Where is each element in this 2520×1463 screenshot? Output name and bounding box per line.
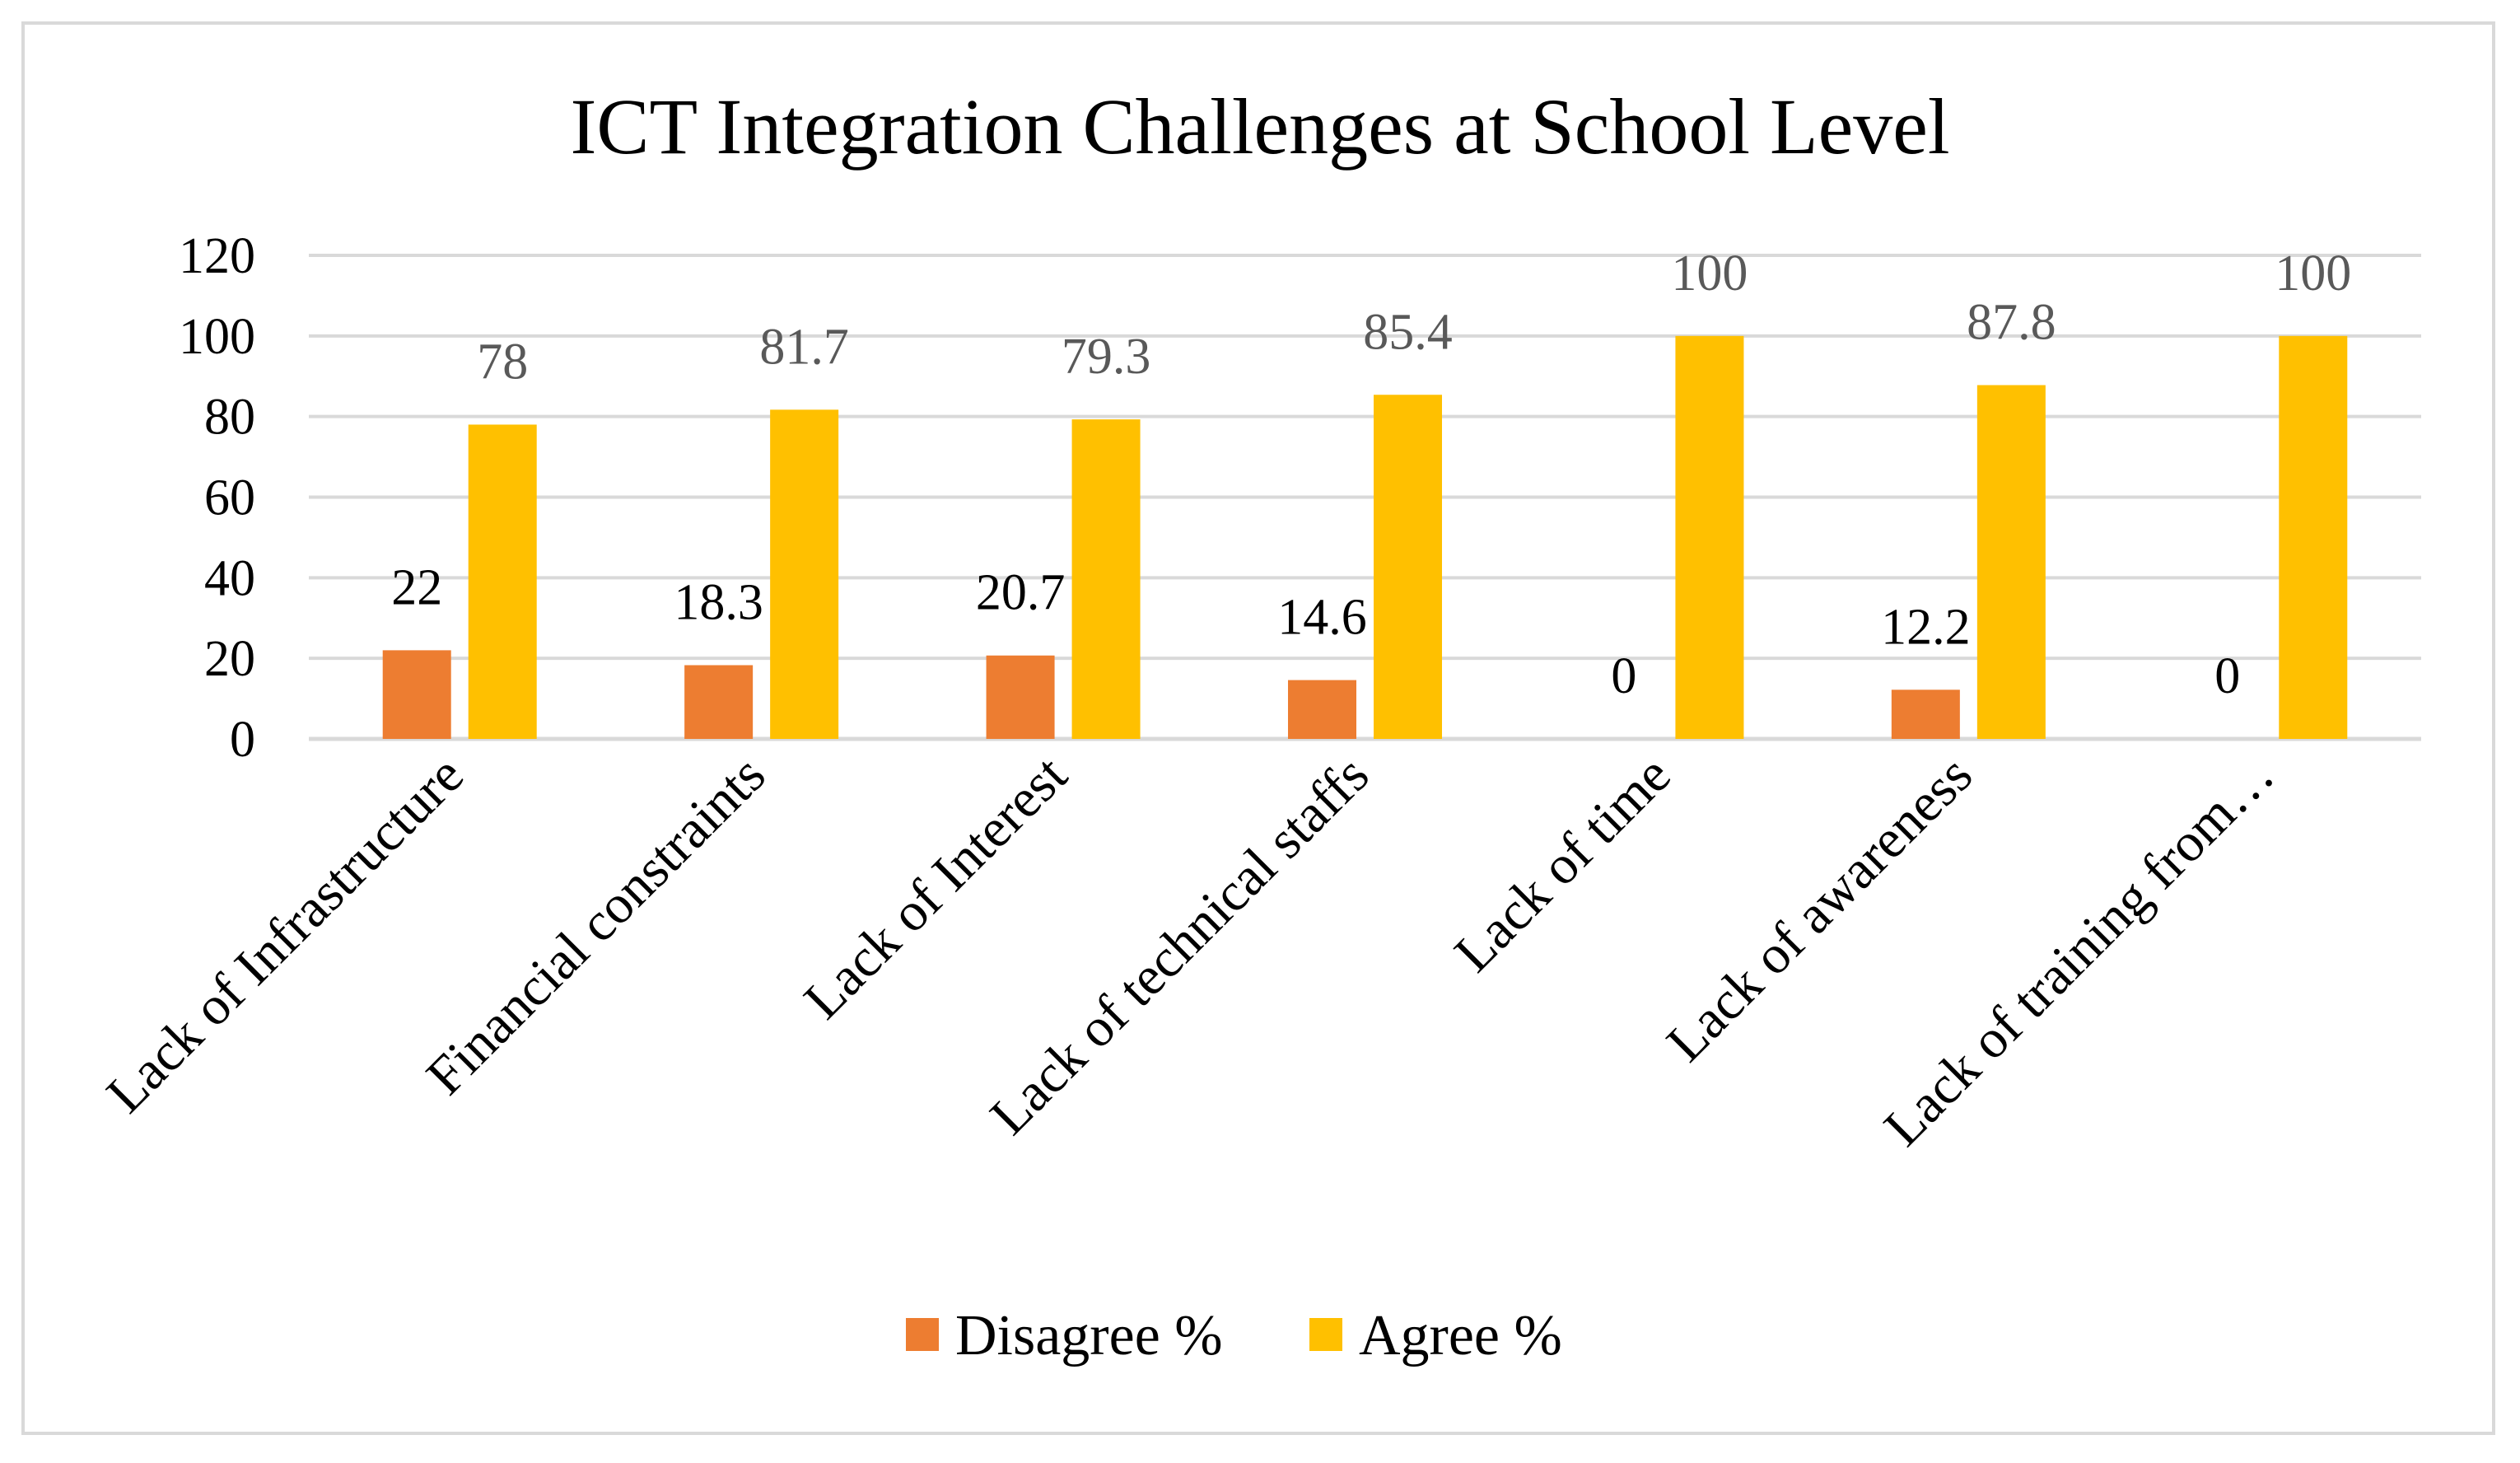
bar-agree-lack-of-awareness	[1976, 385, 2046, 739]
legend-label-disagree: Disagree %	[955, 1304, 1223, 1367]
bar-agree-lack-of-training-from	[2279, 335, 2348, 739]
x-category-label: Lack of time	[1443, 745, 1682, 984]
data-label-agree-lack-of-training-from: 100	[2275, 245, 2351, 301]
bar-agree-financial-constraints	[770, 409, 839, 739]
y-tick-label: 20	[204, 631, 255, 687]
data-label-agree-lack-of-technical-staffs: 85.4	[1363, 304, 1453, 360]
bars	[382, 335, 2348, 739]
x-category-label: Financial constraints	[415, 745, 777, 1106]
data-label-agree-lack-of-time: 100	[1671, 245, 1748, 301]
bar-disagree-financial-constraints	[684, 665, 754, 739]
y-tick-label: 60	[204, 470, 255, 526]
y-tick-label: 0	[230, 712, 255, 768]
bar-disagree-lack-of-infrastructure	[382, 650, 451, 739]
chart-title: ICT Integration Challenges at School Lev…	[570, 82, 1949, 171]
x-category-label: Lack of Interest	[793, 745, 1079, 1031]
y-axis-ticks: 0 20 40 60 80 100 120	[179, 228, 255, 768]
legend-label-agree: Agree %	[1359, 1304, 1562, 1367]
bar-disagree-lack-of-technical-staffs	[1288, 680, 1356, 739]
data-label-disagree-lack-of-training-from: 0	[2214, 648, 2240, 704]
y-tick-label: 80	[204, 390, 255, 446]
bar-agree-lack-of-technical-staffs	[1374, 395, 1442, 739]
data-label-disagree-lack-of-interest: 20.7	[976, 565, 1066, 621]
gridlines	[309, 254, 2421, 741]
x-category-label: Lack of awareness	[1655, 745, 1984, 1073]
legend-swatch-disagree	[906, 1318, 939, 1351]
bar-disagree-lack-of-awareness	[1891, 689, 1960, 739]
data-label-disagree-lack-of-technical-staffs: 14.6	[1277, 590, 1367, 646]
legend-swatch-agree	[1309, 1318, 1342, 1351]
data-label-disagree-lack-of-infrastructure: 22	[391, 559, 442, 615]
data-labels: 22 78 18.3 81.7 20.7 79.3 14.6 85.4 0 100 12.2 87.8…	[391, 245, 2351, 704]
data-label-agree-lack-of-infrastructure: 78	[477, 334, 528, 390]
y-tick-label: 40	[204, 550, 255, 606]
data-label-disagree-financial-constraints: 18.3	[674, 574, 763, 630]
bar-agree-lack-of-time	[1675, 335, 1744, 739]
bar-agree-lack-of-interest	[1071, 419, 1141, 739]
data-label-agree-lack-of-awareness: 87.8	[1967, 295, 2056, 351]
y-tick-label: 100	[179, 309, 255, 365]
data-label-agree-lack-of-interest: 79.3	[1062, 329, 1151, 385]
data-label-agree-financial-constraints: 81.7	[759, 319, 849, 375]
data-label-disagree-lack-of-awareness: 12.2	[1881, 599, 1971, 655]
y-tick-label: 120	[179, 228, 255, 284]
bar-agree-lack-of-infrastructure	[468, 424, 537, 739]
bar-disagree-lack-of-interest	[986, 655, 1055, 739]
legend: Disagree % Agree %	[906, 1304, 1562, 1367]
data-label-disagree-lack-of-time: 0	[1611, 648, 1636, 704]
